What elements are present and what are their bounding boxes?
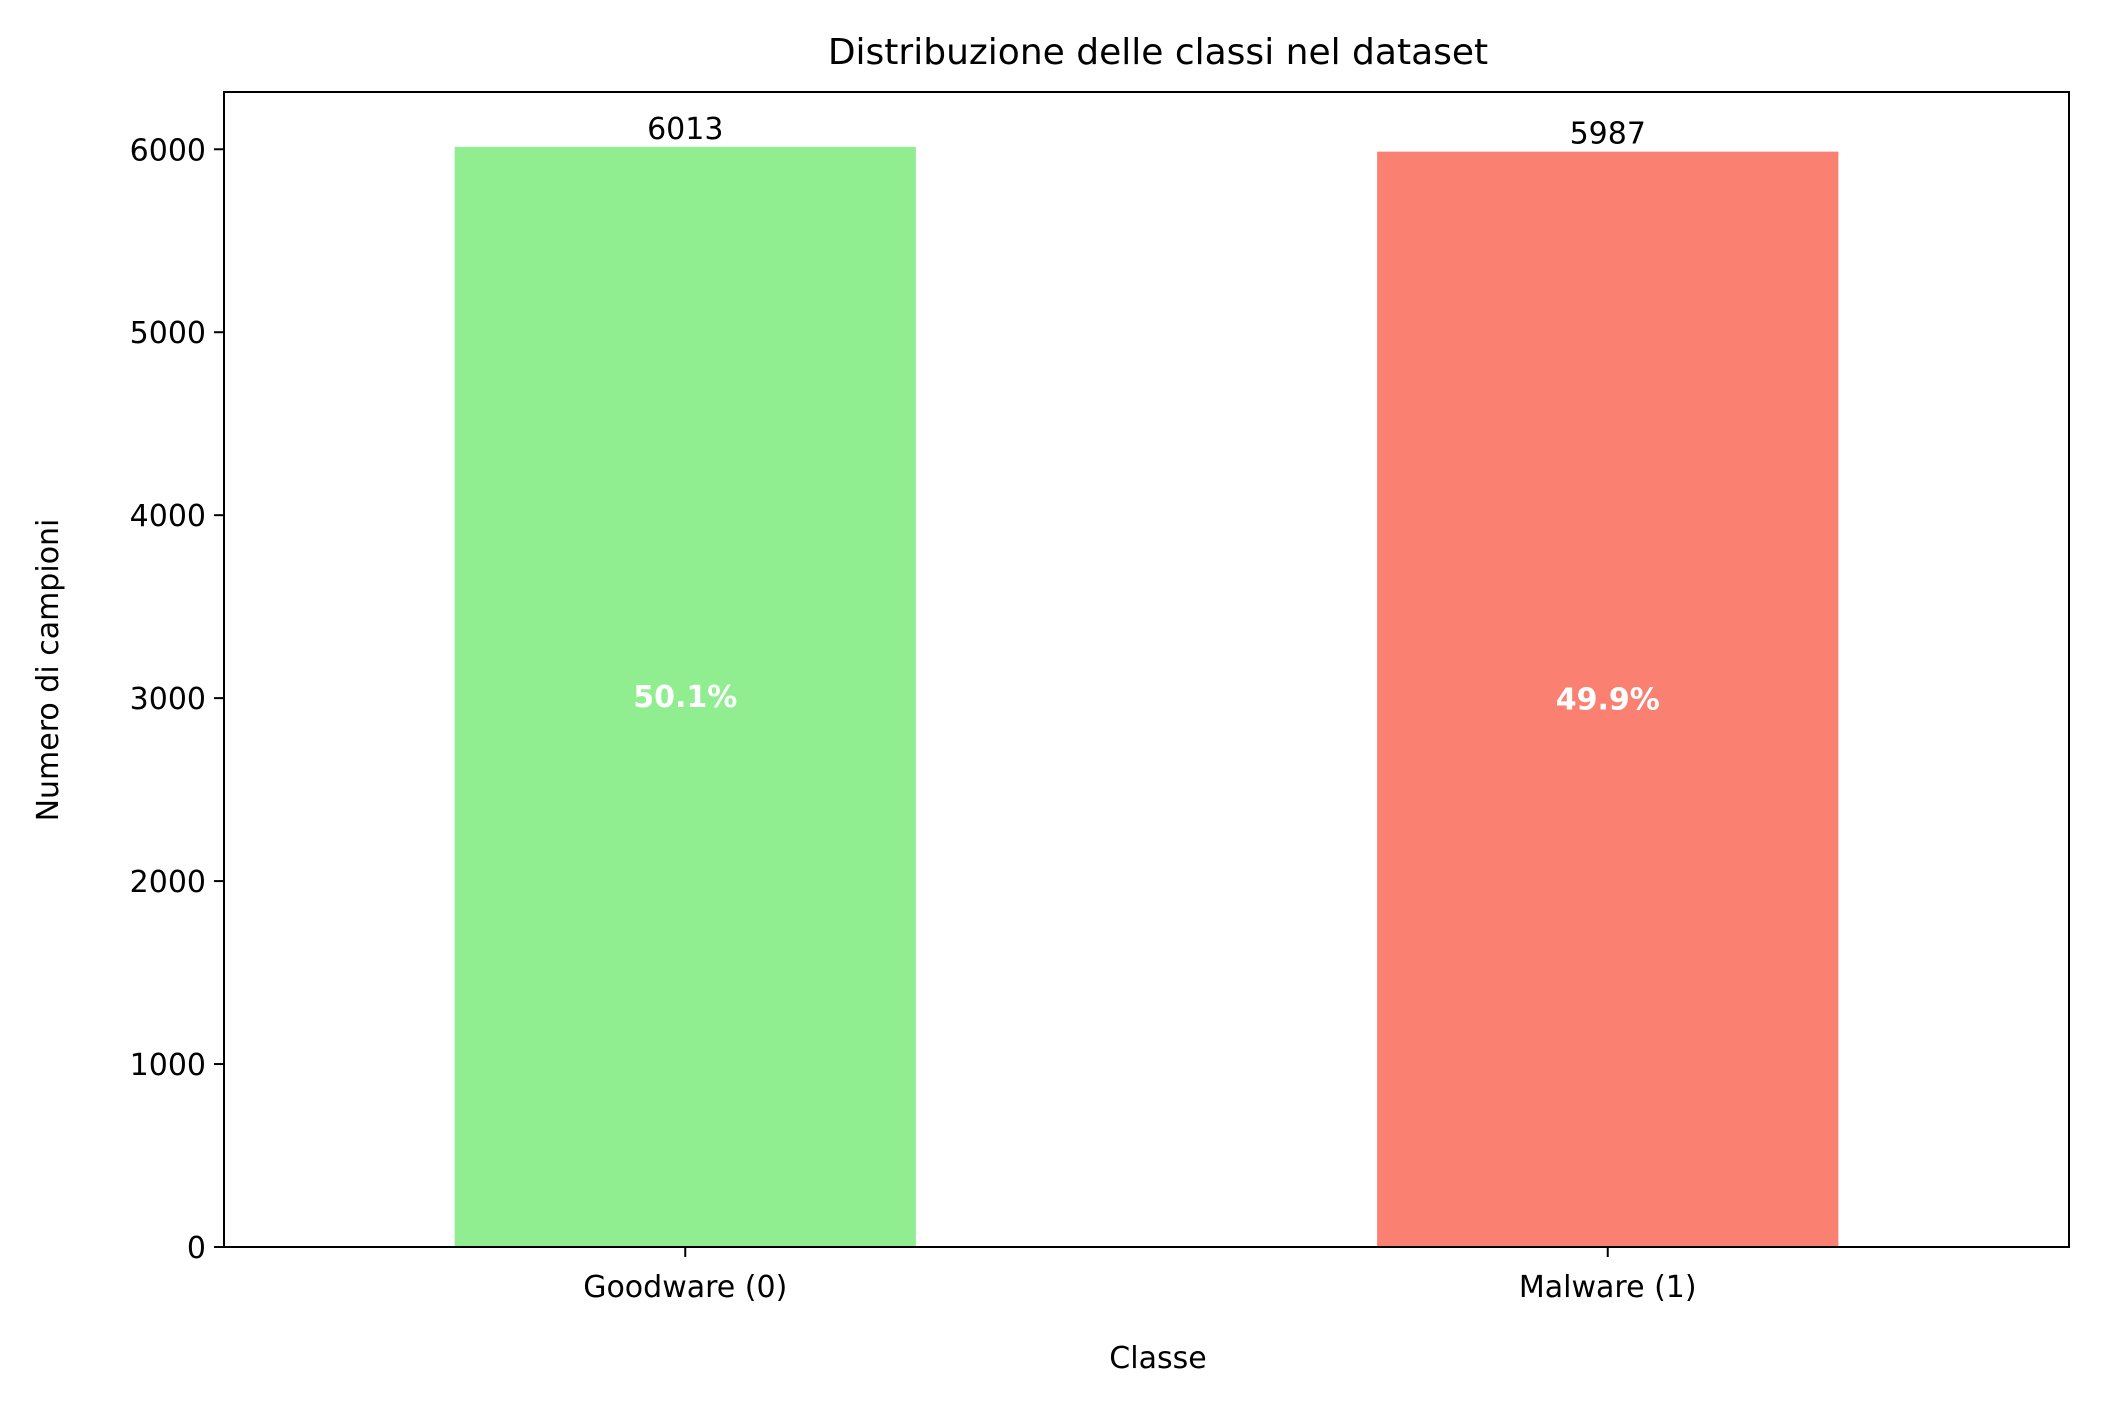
y-tick-label-5: 5000 <box>130 316 206 351</box>
y-tick-label-1: 1000 <box>130 1048 206 1083</box>
axes: Goodware (0) Malware (1) 0 1000 2000 3000 4000… <box>130 91 2070 1305</box>
bar-value-label-1: 5987 <box>1570 117 1646 152</box>
x-axis-label: Classe <box>1109 1341 1206 1376</box>
y-tick-label-0: 0 <box>187 1231 206 1266</box>
percent-labels: 50.1% 49.9% <box>633 680 1660 717</box>
bar-1 <box>1377 151 1839 1248</box>
y-axis-label: Numero di campioni <box>31 519 66 822</box>
x-tick-label-1: Malware (1) <box>1519 1270 1697 1305</box>
value-labels: 6013 5987 <box>647 112 1646 152</box>
bar-percent-label-0: 50.1% <box>633 680 737 715</box>
bar-percent-label-1: 49.9% <box>1556 682 1660 717</box>
plot-frame <box>223 91 2070 1248</box>
y-tick-label-6: 6000 <box>130 133 206 168</box>
x-tick-label-0: Goodware (0) <box>583 1270 787 1305</box>
bar-0 <box>454 146 916 1248</box>
y-tick-label-3: 3000 <box>130 682 206 717</box>
y-tick-label-2: 2000 <box>130 865 206 900</box>
bar-value-label-0: 6013 <box>647 112 723 147</box>
chart-title: Distribuzione delle classi nel dataset <box>828 32 1488 73</box>
y-tick-label-4: 4000 <box>130 499 206 534</box>
bars <box>454 146 1839 1248</box>
